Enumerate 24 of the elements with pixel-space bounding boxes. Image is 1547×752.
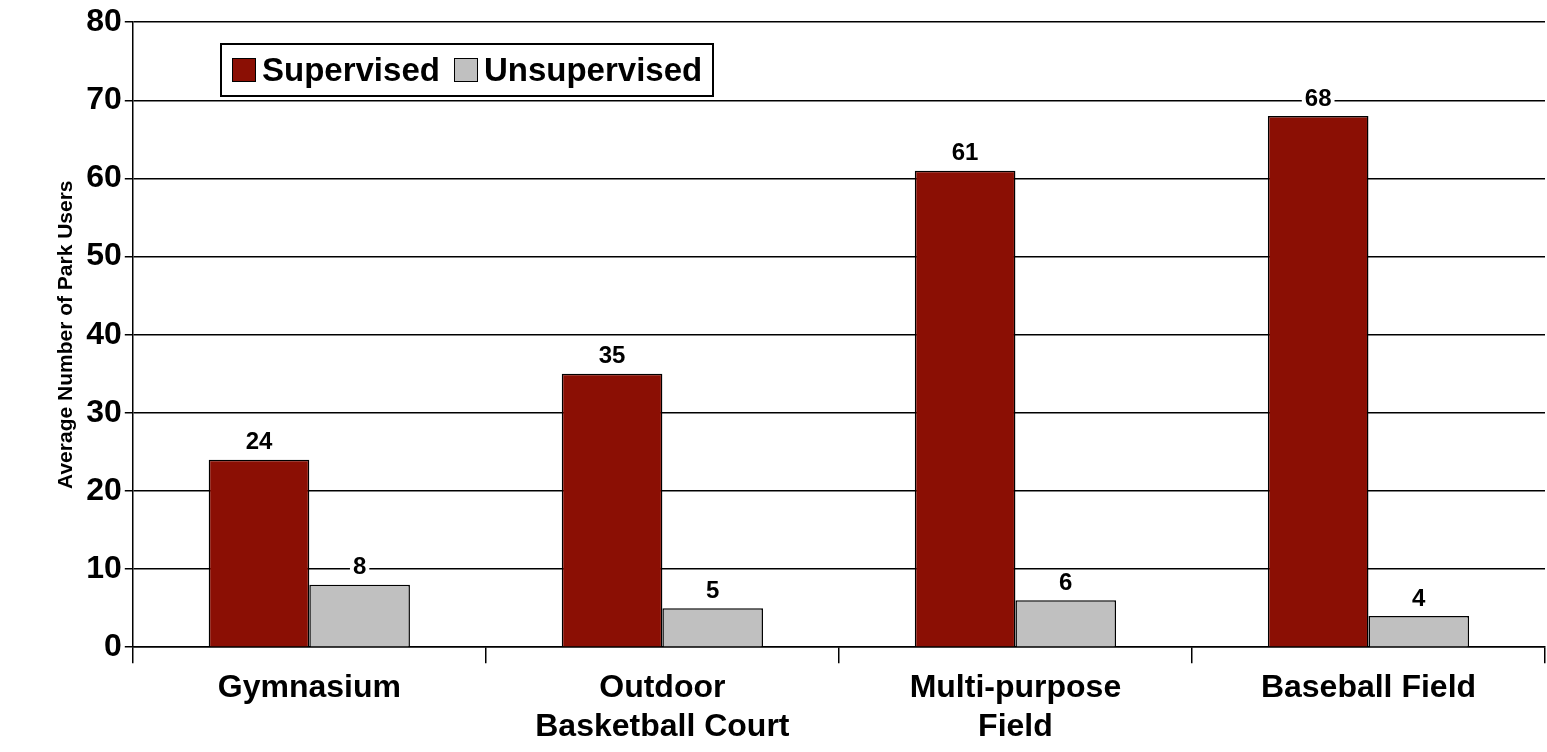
- data-label: 24: [245, 427, 274, 455]
- y-tick-label: 30: [86, 392, 122, 429]
- x-tick-label: Multi-purpose Field: [909, 668, 1122, 743]
- y-tick-label: 0: [104, 627, 122, 664]
- data-label: 61: [951, 138, 979, 166]
- x-tick-label: Baseball Field: [1260, 668, 1477, 705]
- y-tick-label: 50: [86, 236, 122, 273]
- data-label: 35: [598, 341, 626, 369]
- data-label: 6: [1059, 567, 1073, 595]
- y-axis-title: Average Number of Park Users: [53, 180, 77, 489]
- y-tick-label: 60: [86, 158, 122, 195]
- x-tick-label: Outdoor Basketball Court: [535, 668, 790, 743]
- data-label: 68: [1304, 83, 1332, 111]
- data-label: 5: [706, 575, 720, 603]
- data-label: 8: [352, 552, 367, 580]
- y-tick-label: 70: [86, 80, 122, 117]
- x-tick-label: Gymnasium: [217, 668, 401, 705]
- y-tick-label: 10: [86, 548, 122, 585]
- y-tick-label: 80: [86, 2, 122, 39]
- y-tick-label: 20: [86, 470, 122, 507]
- y-tick-label: 40: [86, 314, 122, 351]
- legend-label: Unsupervised: [483, 51, 703, 89]
- data-label: 4: [1412, 583, 1427, 611]
- legend-label: Supervised: [262, 51, 440, 89]
